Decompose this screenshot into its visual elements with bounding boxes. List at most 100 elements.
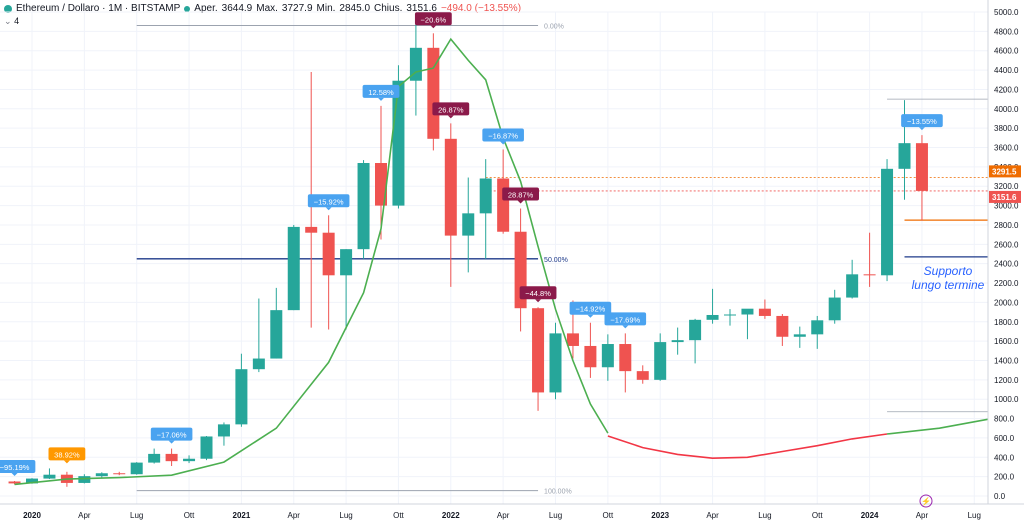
change-value: −494.0 (−13.55%) <box>440 3 522 14</box>
y-tick-label: 1800.0 <box>994 318 1019 327</box>
badge-pointer <box>430 25 437 29</box>
badge-label: 12.58% <box>368 88 394 97</box>
candle-body <box>863 274 876 276</box>
high-label: Max. <box>256 3 278 14</box>
x-tick-label: Lug <box>339 511 352 520</box>
candle-body <box>601 344 614 368</box>
candle-body <box>340 249 353 276</box>
candle-body <box>654 342 667 380</box>
x-tick-label: 2024 <box>861 511 879 520</box>
x-tick-label: 2023 <box>651 511 669 520</box>
chart-header: Ethereum / Dollaro · 1M · BITSTAMP Aper.… <box>4 3 521 14</box>
ma-green-line <box>14 37 609 486</box>
y-tick-label: 1600.0 <box>994 337 1019 346</box>
candle-body <box>8 481 21 484</box>
high-value: 3727.9 <box>281 3 313 14</box>
candle-body <box>741 308 754 315</box>
x-tick-label: Ott <box>812 511 823 520</box>
candle-body <box>671 340 684 343</box>
x-axis[interactable]: 2020 Apr Lug Ott 2021 Apr Lug Ott 2022 Apr Lug Ott 2… <box>0 503 1024 524</box>
price-labels: 3291.5 3151.6 <box>989 165 1021 203</box>
x-tick-label: 2022 <box>442 511 460 520</box>
candle-body <box>113 473 126 475</box>
open-value: 3644.9 <box>221 3 253 14</box>
x-tick-label: Apr <box>916 511 929 520</box>
percent-badge <box>432 102 470 116</box>
candle-body <box>793 334 806 337</box>
badge-pointer <box>587 314 594 318</box>
y-tick-label: 3000.0 <box>994 202 1019 211</box>
y-tick-label: 3800.0 <box>994 124 1019 133</box>
candle-body <box>235 369 248 425</box>
fib-label: 100.00% <box>544 489 572 496</box>
badge-label: −20.6% <box>421 15 447 24</box>
candle-body <box>130 462 143 475</box>
x-tick-label: Apr <box>497 511 510 520</box>
price-tag-label: 3151.6 <box>992 193 1017 202</box>
badge-pointer <box>500 141 507 145</box>
badge-pointer <box>11 472 18 476</box>
y-tick-label: 4600.0 <box>994 47 1019 56</box>
lightning-glyph: ⚡ <box>921 496 931 506</box>
x-tick-label: 2020 <box>23 511 41 520</box>
low-label: Min. <box>316 3 336 14</box>
candle-body <box>409 47 422 81</box>
y-tick-label: 1200.0 <box>994 376 1019 385</box>
candle-body <box>846 274 859 298</box>
price-tag-label: 3291.5 <box>992 167 1017 176</box>
candle-body <box>462 213 475 236</box>
y-tick-label: 2800.0 <box>994 221 1019 230</box>
badge-label: −15.92% <box>314 197 344 206</box>
y-tick-label: 5000.0 <box>994 8 1019 17</box>
candle-body <box>305 226 318 233</box>
x-tick-label: Ott <box>184 511 195 520</box>
x-tick-label: Ott <box>393 511 404 520</box>
annotation-text: lungo termine <box>912 278 985 292</box>
y-tick-label: 600.0 <box>994 434 1015 443</box>
close-label: Chius. <box>374 3 403 14</box>
x-tick-label: Apr <box>78 511 91 520</box>
percent-badge <box>901 114 943 128</box>
badge-label: 26.87% <box>438 105 464 114</box>
x-tick-label: Ott <box>603 511 614 520</box>
candle-body <box>357 163 370 250</box>
candle-body <box>322 232 335 276</box>
badge-label: −44.8% <box>525 289 551 298</box>
x-tick-label: Lug <box>130 511 143 520</box>
badge-label: −95.19% <box>0 463 30 472</box>
y-tick-label: 1000.0 <box>994 395 1019 404</box>
percent-badge <box>502 187 539 201</box>
x-tick-label: Apr <box>706 511 719 520</box>
badge-label: 38.92% <box>54 450 80 459</box>
badges-group: −95.19% 38.92% −17.06% −15.92% 12.58% −20.6% 2… <box>0 12 943 476</box>
percent-badge <box>604 312 647 326</box>
y-tick-label: 4000.0 <box>994 105 1019 114</box>
indicator-count[interactable]: ⌄ 4 <box>4 16 20 26</box>
symbol-title[interactable]: Ethereum / Dollaro · 1M · BITSTAMP <box>16 3 181 14</box>
candle-body <box>566 333 579 346</box>
y-tick-label: 2000.0 <box>994 298 1019 307</box>
candle-body <box>427 47 440 139</box>
candle-body <box>217 424 230 437</box>
candle-body <box>375 163 387 206</box>
percent-badge <box>362 84 400 98</box>
y-tick-label: 0.0 <box>994 492 1006 501</box>
candle-body <box>270 310 283 359</box>
x-tick-label: Lug <box>549 511 562 520</box>
candle-body <box>619 344 632 372</box>
badge-pointer <box>517 200 524 204</box>
low-value: 2845.0 <box>339 3 371 14</box>
chart-grid <box>0 11 988 504</box>
badge-pointer <box>447 115 454 119</box>
y-axis[interactable]: 5000.0 4800.0 4600.0 4400.0 4200.0 4000.0 3800… <box>987 0 1024 524</box>
percent-badge <box>414 12 452 26</box>
annotation-text: Supporto <box>924 264 973 278</box>
close-value: 3151.6 <box>406 3 437 14</box>
price-tag <box>989 165 1021 178</box>
candle-body <box>776 315 789 337</box>
open-label: Aper. <box>194 3 218 14</box>
badge-pointer <box>622 325 629 329</box>
candle-body <box>898 143 911 169</box>
bell-icon: ⌂ <box>1000 85 1005 95</box>
